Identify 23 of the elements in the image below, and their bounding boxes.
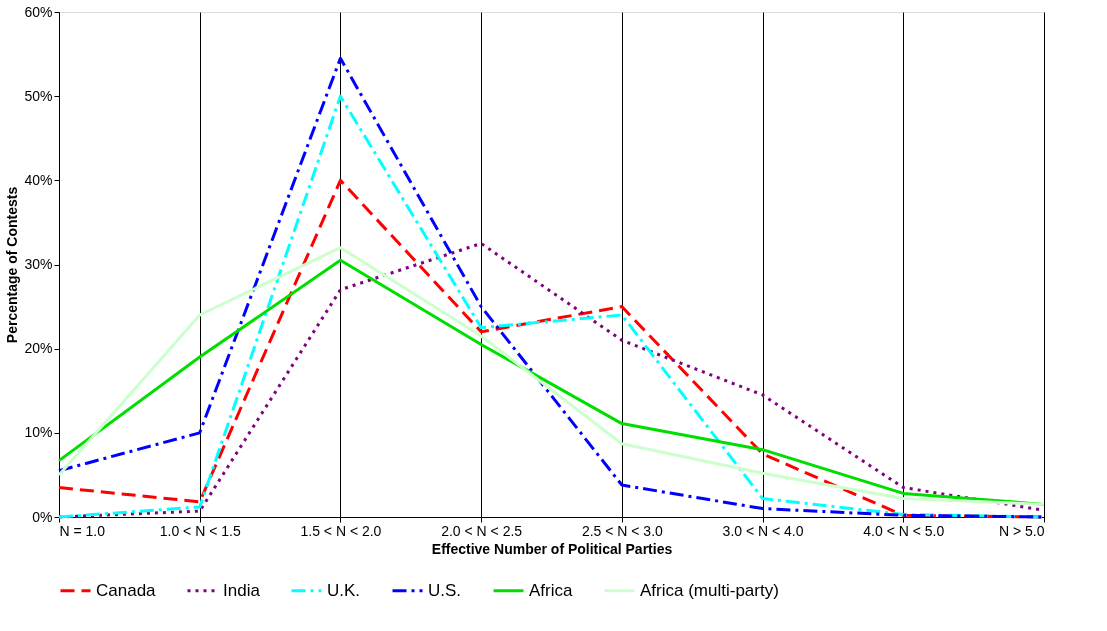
x-tick-label: 1.0 < N < 1.5 xyxy=(159,522,241,539)
legend-label: Africa xyxy=(529,580,573,600)
y-tick-label: 50% xyxy=(24,87,53,104)
x-tick-label: 2.0 < N < 2.5 xyxy=(441,522,523,539)
legend-label: U.S. xyxy=(428,580,462,600)
x-tick-label: 3.0 < N < 4.0 xyxy=(722,522,804,539)
y-tick-label: 40% xyxy=(24,171,53,188)
x-tick-label: 2.5 < N < 3.0 xyxy=(581,522,664,539)
legend-label: Africa (multi-party) xyxy=(640,580,779,600)
x-tick-label: N > 5.0 xyxy=(998,522,1045,539)
y-tick-label: 30% xyxy=(24,256,53,272)
y-tick-label: 0% xyxy=(32,508,53,525)
y-axis-title: Percentage of Contests xyxy=(4,186,21,344)
x-tick-label: N = 1.0 xyxy=(59,522,106,539)
legend-label: India xyxy=(223,580,261,600)
x-axis-title: Effective Number of Political Parties xyxy=(431,540,673,557)
y-tick-label: 10% xyxy=(24,424,53,441)
legend-label: U.K. xyxy=(327,580,361,600)
legend-label: Canada xyxy=(96,580,157,600)
y-tick-label: 20% xyxy=(24,340,53,357)
x-tick-label: 1.5 < N < 2.0 xyxy=(300,522,382,539)
x-tick-label: 4.0 < N < 5.0 xyxy=(863,522,945,539)
y-tick-label: 60% xyxy=(24,3,53,20)
